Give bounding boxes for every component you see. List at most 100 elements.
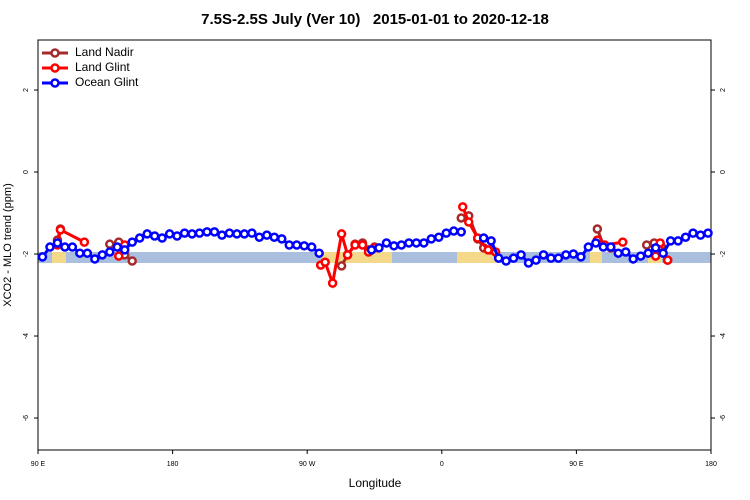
point bbox=[232, 229, 242, 239]
point bbox=[606, 242, 616, 252]
point bbox=[463, 217, 474, 227]
x-tick-label: 90 E bbox=[31, 461, 46, 468]
point bbox=[350, 240, 360, 250]
point bbox=[538, 250, 549, 260]
point bbox=[695, 230, 706, 240]
point bbox=[239, 229, 250, 239]
point bbox=[254, 232, 265, 242]
y-tick-label: -2 bbox=[23, 251, 30, 257]
point bbox=[327, 278, 338, 288]
point bbox=[187, 229, 197, 239]
point bbox=[134, 233, 145, 243]
point bbox=[618, 237, 628, 247]
point bbox=[411, 238, 422, 248]
point bbox=[680, 232, 691, 242]
y-tick-label: -4 bbox=[23, 333, 30, 339]
point bbox=[357, 240, 368, 250]
point bbox=[97, 250, 108, 260]
x-tick-label: 180 bbox=[167, 461, 179, 468]
point bbox=[105, 239, 115, 249]
point bbox=[456, 227, 466, 237]
point bbox=[336, 229, 347, 239]
y-tick-label-right: -2 bbox=[720, 251, 727, 257]
point bbox=[478, 233, 489, 243]
point bbox=[67, 242, 78, 252]
point bbox=[592, 224, 603, 234]
point bbox=[486, 236, 496, 246]
point bbox=[366, 245, 377, 255]
point bbox=[628, 254, 638, 264]
y-tick-label: 2 bbox=[23, 88, 30, 92]
point bbox=[105, 247, 115, 257]
point bbox=[164, 229, 175, 239]
point bbox=[673, 236, 683, 246]
point bbox=[37, 252, 48, 262]
point bbox=[613, 248, 624, 258]
legend-marker bbox=[50, 63, 60, 73]
point bbox=[457, 202, 468, 212]
point bbox=[79, 237, 90, 247]
series bbox=[52, 202, 673, 289]
point bbox=[127, 237, 137, 247]
point bbox=[456, 213, 466, 223]
legend-label: Land Nadir bbox=[75, 45, 134, 59]
y-tick-label: 0 bbox=[23, 170, 30, 174]
land-ocean-band bbox=[38, 252, 711, 263]
point bbox=[112, 242, 123, 252]
point bbox=[179, 228, 190, 238]
point bbox=[52, 238, 63, 248]
land-band bbox=[457, 252, 497, 263]
point bbox=[426, 234, 437, 244]
point bbox=[75, 248, 85, 258]
point bbox=[483, 245, 493, 255]
point bbox=[449, 226, 459, 236]
point bbox=[576, 252, 586, 262]
point bbox=[320, 257, 330, 267]
point bbox=[561, 250, 571, 260]
point bbox=[127, 256, 137, 266]
land-band bbox=[322, 252, 392, 263]
point bbox=[269, 232, 280, 242]
legend-label: Land Glint bbox=[75, 60, 130, 74]
point bbox=[441, 228, 452, 238]
point bbox=[247, 228, 257, 238]
point bbox=[516, 250, 526, 260]
point bbox=[523, 258, 534, 268]
point bbox=[493, 253, 504, 263]
point bbox=[306, 242, 317, 252]
point bbox=[531, 255, 541, 265]
point bbox=[60, 242, 70, 252]
point bbox=[396, 240, 407, 250]
chart-title: 7.5S-2.5S July (Ver 10) 2015-01-01 to 20… bbox=[201, 11, 549, 28]
point bbox=[591, 238, 601, 248]
point bbox=[404, 238, 414, 248]
point bbox=[568, 249, 579, 259]
point bbox=[149, 231, 160, 241]
point bbox=[508, 253, 519, 263]
point bbox=[90, 254, 100, 264]
point bbox=[434, 232, 444, 242]
y-tick-label-right: 0 bbox=[720, 170, 727, 174]
point bbox=[336, 261, 347, 271]
point bbox=[665, 236, 676, 246]
point bbox=[224, 228, 235, 238]
point bbox=[45, 242, 55, 252]
point bbox=[284, 240, 295, 250]
point bbox=[381, 238, 392, 248]
y-axis-label: XCO2 - MLO trend (ppm) bbox=[2, 183, 14, 306]
point bbox=[641, 240, 652, 250]
point bbox=[314, 248, 324, 258]
point bbox=[55, 225, 66, 235]
point bbox=[291, 240, 302, 250]
point bbox=[621, 247, 631, 257]
point bbox=[501, 256, 511, 266]
x-tick-label: 0 bbox=[440, 461, 444, 468]
point bbox=[82, 248, 93, 258]
point bbox=[172, 231, 182, 241]
x-tick-label: 180 bbox=[705, 461, 717, 468]
legend-marker bbox=[50, 48, 60, 58]
point bbox=[643, 248, 653, 258]
y-tick-label: -6 bbox=[23, 415, 30, 421]
